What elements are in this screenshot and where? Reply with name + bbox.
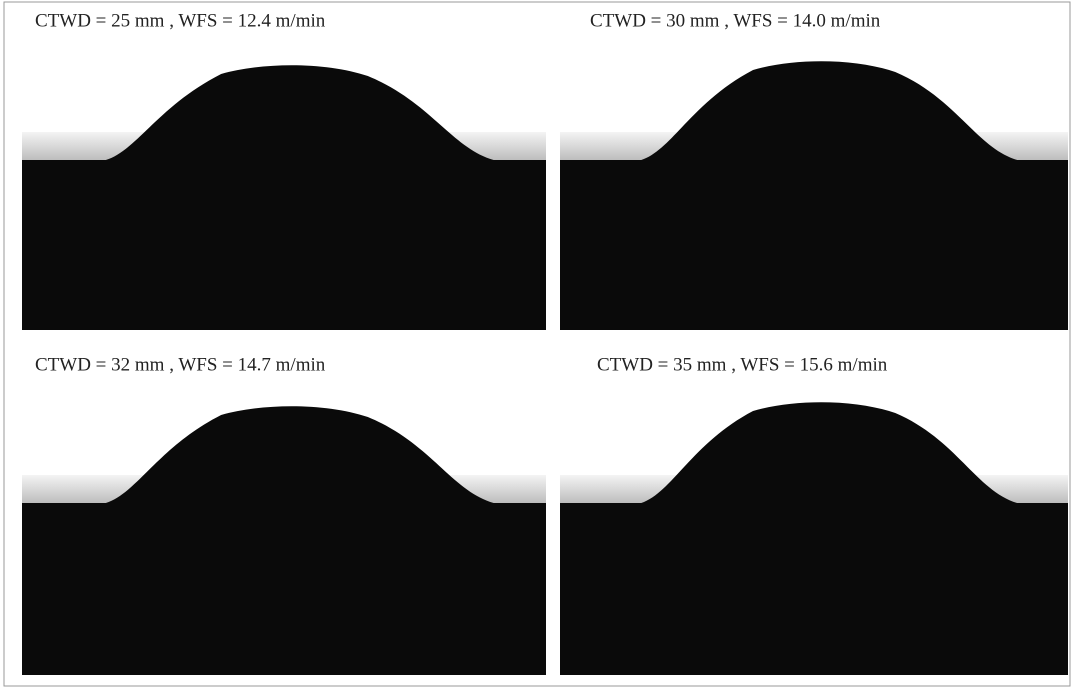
panel — [560, 40, 1068, 330]
panel-label: CTWD = 35 mm , WFS = 15.6 m/min — [597, 354, 888, 375]
panel-label: CTWD = 32 mm , WFS = 14.7 m/min — [35, 354, 326, 375]
panel — [560, 383, 1068, 675]
panel-label: CTWD = 25 mm , WFS = 12.4 m/min — [35, 10, 326, 31]
panel — [22, 383, 546, 675]
panel — [22, 40, 546, 330]
panel-label: CTWD = 30 mm , WFS = 14.0 m/min — [590, 10, 881, 31]
figure: CTWD = 25 mm , WFS = 12.4 m/min CTWD = 30… — [0, 0, 1073, 689]
